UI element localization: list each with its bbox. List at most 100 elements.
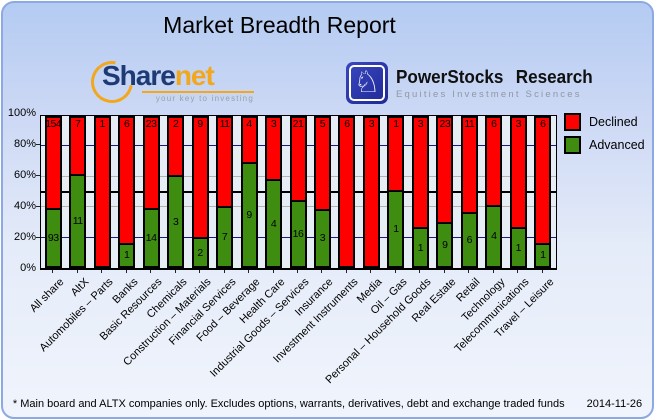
advanced-segment: 6: [462, 211, 476, 266]
y-tick-label: 60%: [13, 169, 36, 181]
x-tick-mark: [125, 270, 127, 273]
advanced-segment: 4: [487, 204, 501, 266]
powerstocks-badge-ring: [349, 65, 385, 101]
sharenet-word-net: net: [174, 60, 215, 91]
y-tick-mark: [36, 144, 40, 145]
sharenet-wordmark: Sharenet: [102, 60, 215, 92]
chart-legend: Declined Advanced: [564, 113, 645, 154]
declined-count-label: 1: [99, 118, 106, 130]
footer-date: 2014-11-26: [586, 398, 643, 410]
declined-count-label: 7: [75, 118, 81, 130]
advanced-segment: 9: [242, 161, 256, 266]
x-tick-mark: [52, 270, 54, 273]
bar-All share: 154 93: [44, 116, 62, 268]
bar-Financial Services: 11 7: [216, 116, 234, 268]
declined-count-label: 3: [417, 118, 424, 130]
bar-Oil – Gas: 11: [387, 116, 405, 268]
declined-count-label: 11: [219, 118, 230, 130]
legend-swatch: [564, 136, 581, 154]
declined-count-label: 21: [292, 118, 304, 130]
advanced-segment: 1: [511, 227, 525, 266]
declined-count-label: 3: [368, 118, 375, 130]
x-tick-mark: [345, 270, 347, 273]
legend-swatch: [564, 113, 581, 131]
declined-count-label: 5: [319, 118, 326, 130]
advanced-count-label: 3: [319, 232, 326, 245]
declined-count-label: 23: [439, 118, 451, 130]
category-label: All share: [27, 276, 67, 315]
declined-count-label: 4: [246, 118, 252, 130]
x-tick-mark: [101, 270, 103, 273]
bar-Investment Instruments: 6: [338, 116, 356, 268]
advanced-count-label: 2: [197, 246, 203, 259]
advanced-segment: 1: [120, 242, 134, 266]
advanced-count-label: 9: [442, 239, 448, 252]
footer-note: * Main board and ALTX companies only. Ex…: [12, 398, 565, 410]
advanced-count-label: 11: [72, 214, 83, 227]
advanced-count-label: 1: [540, 249, 546, 262]
advanced-count-label: 7: [221, 231, 228, 244]
advanced-segment: 3: [169, 175, 183, 266]
x-tick-mark: [272, 270, 274, 273]
advanced-count-label: 4: [491, 230, 497, 243]
advanced-count-label: 14: [145, 232, 157, 244]
bar-Basic Resources: 23 14: [142, 116, 160, 268]
declined-count-label: 6: [344, 118, 350, 130]
declined-count-label: 6: [491, 118, 497, 130]
y-tick-label: 80%: [13, 138, 36, 150]
y-tick-label: 40%: [13, 200, 36, 212]
advanced-segment: 4: [267, 179, 281, 266]
bar-Construction – Materials: 92: [191, 116, 209, 268]
advanced-segment: 2: [193, 237, 207, 266]
x-tick-mark: [76, 270, 78, 273]
advanced-count-label: 1: [515, 241, 522, 254]
x-tick-mark: [492, 270, 494, 273]
powerstocks-subtitle: Equities Investment Sciences: [396, 88, 582, 100]
page-title: Market Breadth Report: [163, 12, 396, 38]
declined-count-label: 3: [270, 118, 277, 130]
x-tick-mark: [517, 270, 519, 273]
chart-plot-area: 154 93 7 11 1 6 1 23 14 2 3 9 2 11 7 4 9 3 4 21 16 5 3 6 3 1 1 3 1 23…: [40, 115, 557, 270]
advanced-segment: 93: [46, 208, 60, 266]
advanced-count-label: 9: [246, 208, 252, 221]
knight-chess-icon: ♘: [353, 65, 381, 100]
x-tick-mark: [150, 270, 152, 273]
bar-Food – Beverage: 49: [240, 116, 258, 268]
x-tick-mark: [443, 270, 445, 273]
declined-count-label: 2: [172, 118, 179, 130]
x-tick-mark: [248, 270, 250, 273]
advanced-segment: 14: [144, 208, 158, 266]
x-tick-mark: [541, 270, 543, 273]
y-tick-label: 20%: [13, 231, 36, 243]
powerstocks-badge: ♘: [346, 62, 388, 104]
y-tick-mark: [36, 175, 40, 176]
bar-AltX: 7 11: [69, 116, 87, 268]
powerstocks-text: PowerStocks Research Equities Investment…: [396, 67, 603, 100]
x-tick-mark: [419, 270, 421, 273]
advanced-count-label: 3: [172, 215, 179, 228]
y-tick-label: 100%: [7, 107, 36, 119]
powerstocks-name: PowerStocks Research: [396, 66, 593, 87]
declined-count-label: 11: [464, 118, 475, 130]
sharenet-tagline: your key to investing: [142, 91, 254, 103]
bar-Health Care: 34: [265, 116, 283, 268]
advanced-segment: 7: [218, 206, 232, 266]
advanced-segment: 3: [315, 208, 329, 266]
sharenet-logo: Sharenet your key to investing: [82, 52, 256, 112]
declined-count-label: 9: [197, 118, 203, 130]
advanced-count-label: 16: [292, 228, 304, 240]
x-tick-mark: [223, 270, 225, 273]
legend-label: Advanced: [589, 138, 645, 152]
advanced-segment: 1: [413, 227, 427, 266]
advanced-segment: 9: [438, 222, 452, 266]
footer: * Main board and ALTX companies only. Ex…: [3, 398, 652, 410]
advanced-count-label: 1: [123, 249, 130, 262]
declined-count-label: 3: [515, 118, 522, 130]
advanced-count-label: 1: [417, 241, 424, 254]
x-tick-mark: [174, 270, 176, 273]
advanced-segment: 11: [71, 173, 85, 266]
legend-label: Declined: [589, 115, 638, 129]
